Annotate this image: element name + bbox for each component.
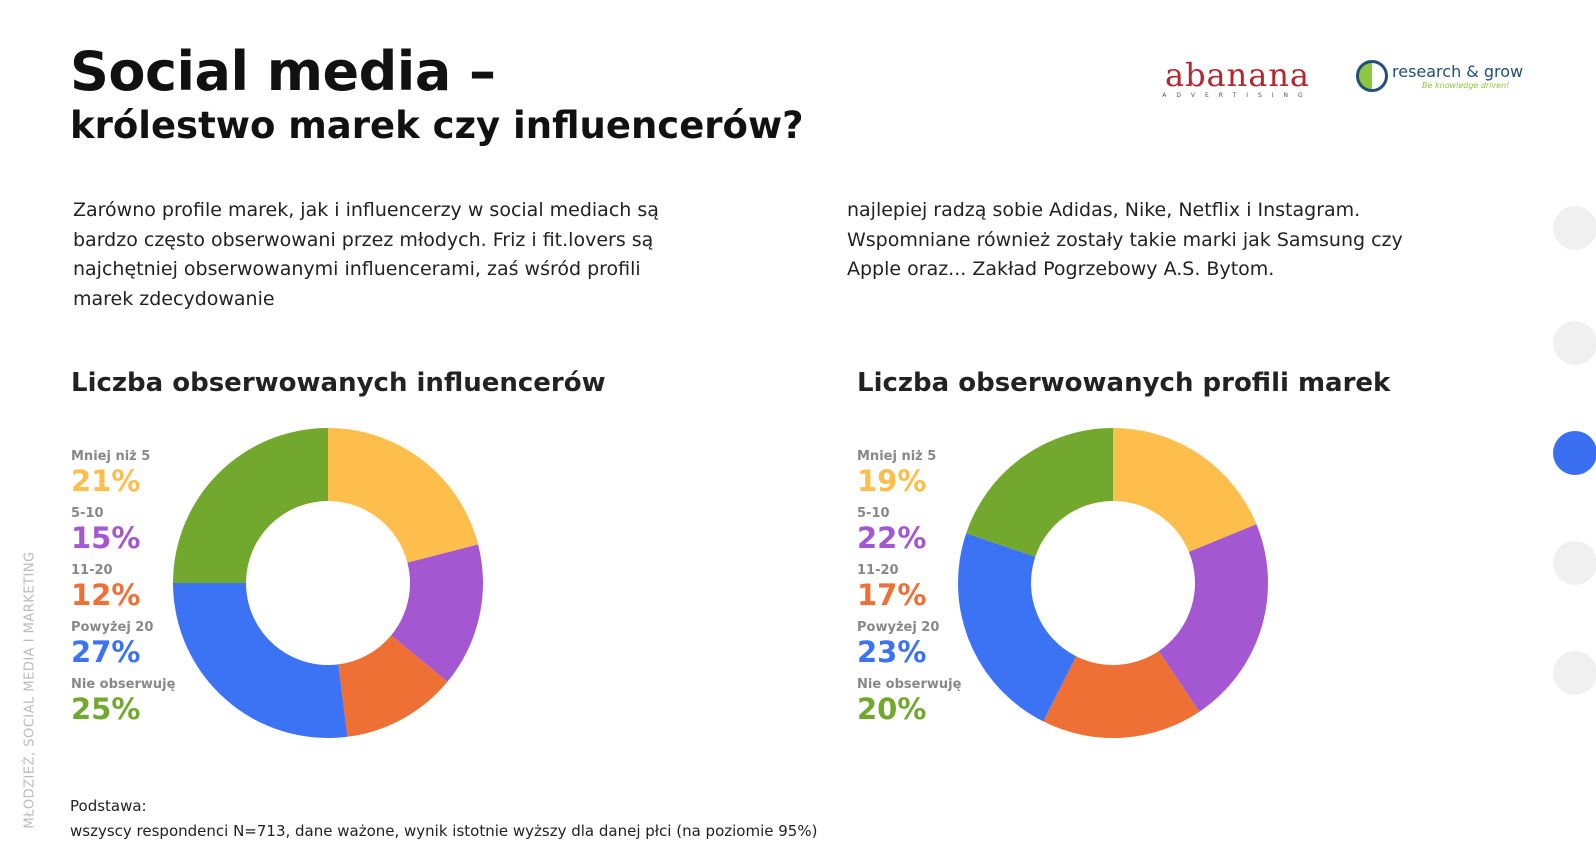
basis-note: Podstawa: wszyscy respondenci N=713, dan… — [70, 797, 818, 840]
nav-dot[interactable] — [1553, 321, 1596, 365]
legend-label: Nie obserwuję — [857, 677, 962, 692]
nav-dot[interactable] — [1553, 206, 1596, 250]
legend-item: Nie obserwuję 25% — [71, 677, 175, 734]
legend-label: Powyżej 20 — [857, 620, 940, 635]
donut-slice-1 — [1113, 428, 1257, 552]
donut-slice-3 — [338, 635, 448, 737]
page-subtitle: królestwo marek czy influencerów? — [70, 104, 804, 147]
donut-slice-4 — [958, 533, 1077, 722]
legend-item: 5-10 15% — [71, 506, 175, 563]
intro-right: najlepiej radzą sobie Adidas, Nike, Netf… — [847, 199, 1403, 280]
legend-item: 5-10 22% — [857, 506, 961, 563]
donut-slice-4 — [173, 583, 348, 738]
legend-item: Mniej niż 5 21% — [71, 449, 175, 506]
legend-label: 11-20 — [857, 563, 899, 578]
chart-title-brands: Liczba obserwowanych profili marek — [857, 368, 1391, 398]
legend-influencers: Mniej niż 5 21% 5-10 15% 11-20 12% Powyżej 20 2… — [71, 449, 175, 734]
data-label: 23% — [857, 635, 927, 669]
legend-item: 11-20 12% — [71, 563, 175, 620]
legend-brands: Mniej niż 5 19% 5-10 22% 11-20 17% Powyżej 20 2… — [857, 449, 961, 734]
legend-item: 11-20 17% — [857, 563, 961, 620]
data-label: 12% — [71, 578, 141, 612]
data-label: 25% — [71, 692, 141, 726]
donut-slice-5 — [173, 428, 328, 583]
legend-label: Mniej niż 5 — [71, 449, 151, 464]
intro-left: Zarówno profile marek, jak i influencerz… — [73, 199, 659, 310]
legend-item: Mniej niż 5 19% — [857, 449, 961, 506]
legend-item: Powyżej 20 23% — [857, 620, 961, 677]
legend-label: 11-20 — [71, 563, 113, 578]
chart-growth-icon — [1356, 60, 1388, 92]
legend-label: Powyżej 20 — [71, 620, 154, 635]
donut-slice-1 — [328, 428, 479, 563]
legend-item: Nie obserwuję 20% — [857, 677, 961, 734]
data-label: 27% — [71, 635, 141, 669]
nav-dot-active[interactable] — [1553, 431, 1596, 475]
donut-brands — [958, 428, 1268, 738]
side-label: MŁODZIEŻ, SOCIAL MEDIA I MARKETING — [22, 551, 38, 829]
legend-label: 5-10 — [71, 506, 104, 521]
donut-slice-3 — [1043, 651, 1200, 738]
abanana-logo: abanana ADVERTISING — [1162, 56, 1313, 99]
chart-title-influencers: Liczba obserwowanych influencerów — [71, 368, 606, 398]
data-label: 20% — [857, 692, 927, 726]
data-label: 22% — [857, 521, 927, 555]
page-title: Social media – — [70, 40, 496, 103]
data-label: 21% — [71, 464, 141, 498]
nav-dot[interactable] — [1553, 651, 1596, 695]
donut-slice-2 — [1158, 524, 1268, 712]
research-grow-logo: research & grow Be knowledge driven! — [1356, 60, 1523, 92]
legend-label: Mniej niż 5 — [857, 449, 937, 464]
donut-slice-5 — [966, 428, 1113, 557]
data-label: 15% — [71, 521, 141, 555]
legend-item: Powyżej 20 27% — [71, 620, 175, 677]
legend-label: Nie obserwuję — [71, 677, 176, 692]
donut-influencers — [173, 428, 483, 738]
data-label: 17% — [857, 578, 927, 612]
donut-slice-2 — [391, 544, 483, 682]
legend-label: 5-10 — [857, 506, 890, 521]
nav-dot[interactable] — [1553, 541, 1596, 585]
data-label: 19% — [857, 464, 927, 498]
